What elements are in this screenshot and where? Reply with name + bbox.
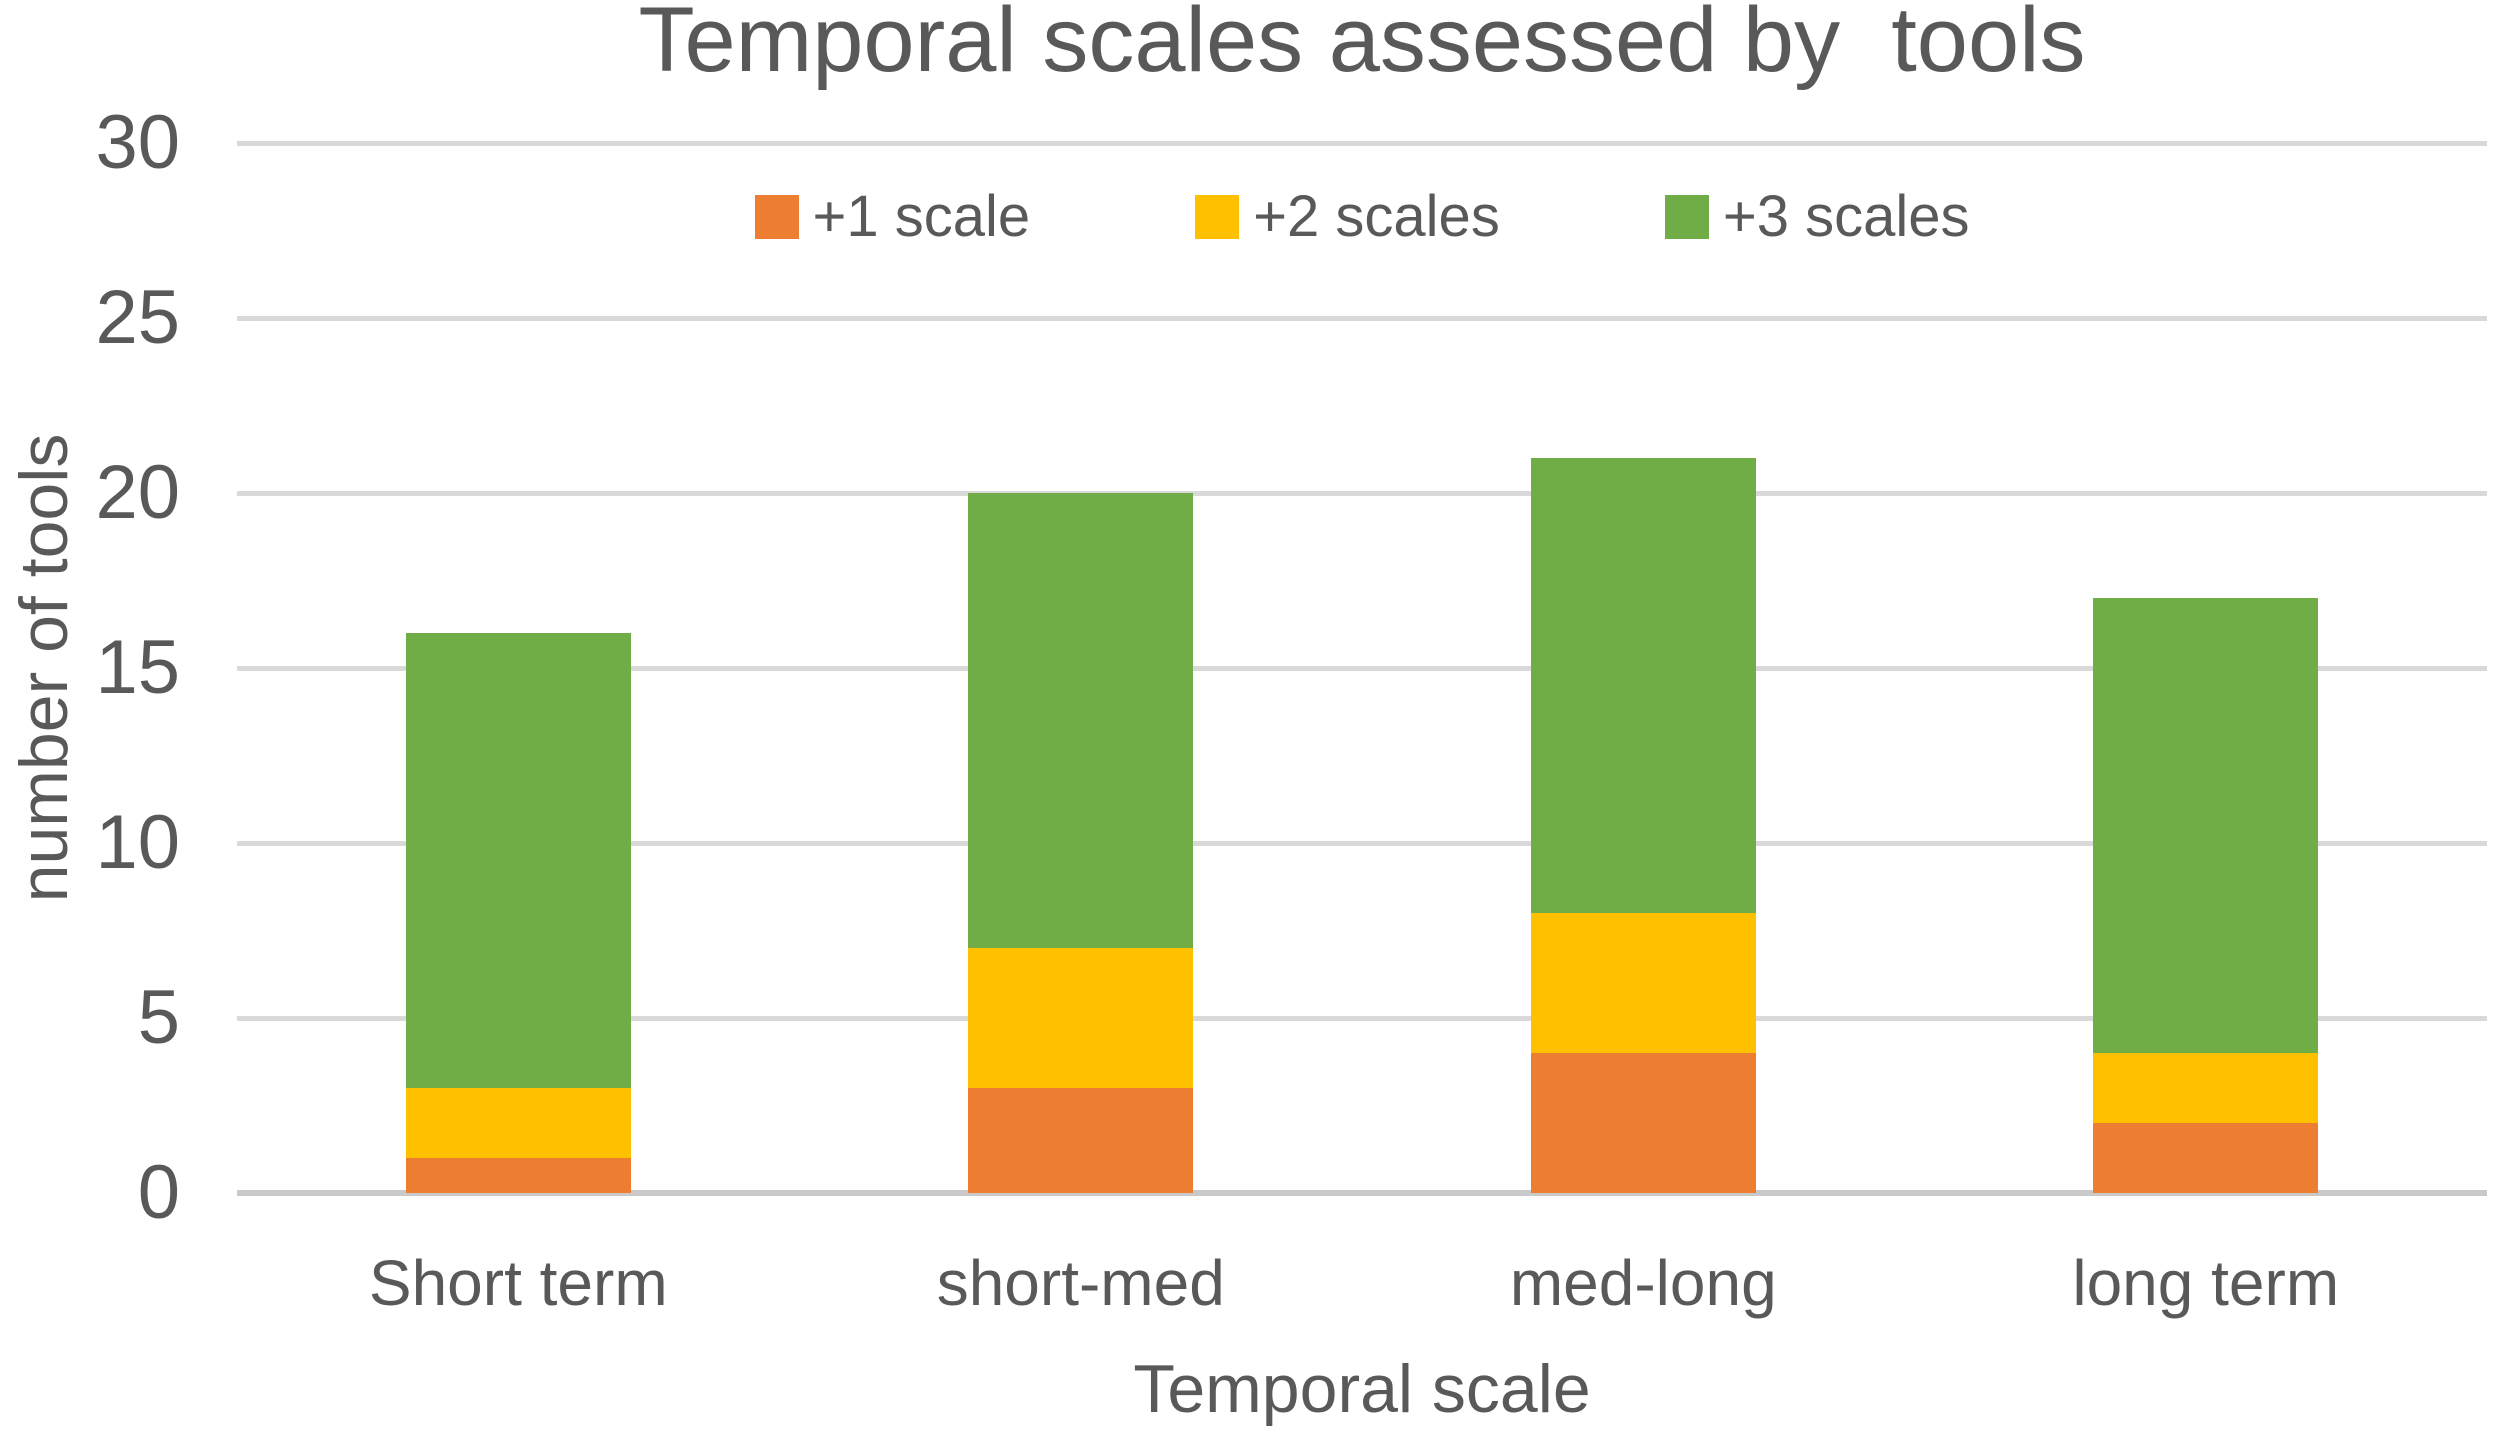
gridline-15: [237, 666, 2487, 671]
y-tick-label-30: 30: [95, 100, 180, 185]
gridline-30: [237, 141, 2487, 146]
y-tick-label-10: 10: [95, 800, 180, 885]
y-axis-title: number of tools: [6, 433, 82, 903]
stacked-bar-short-med: [968, 493, 1194, 1193]
gridline-10: [237, 841, 2487, 846]
legend-label: +1 scale: [812, 184, 1031, 249]
x-tick-label-long-term: long term: [2072, 1247, 2340, 1319]
gridline-25: [237, 316, 2487, 321]
bar-segment-+2-scales: [968, 948, 1194, 1088]
legend: +1 scale +2 scales +3 scales: [237, 183, 2487, 250]
legend-label: +3 scales: [1722, 184, 1970, 249]
stacked-bar-med-long: [1530, 458, 1756, 1193]
plot-area: [237, 141, 2487, 1196]
bar-group-short-term: [237, 143, 800, 1193]
y-tick-label-25: 25: [95, 275, 180, 360]
chart-title: Temporal scales assessed by tools: [638, 0, 2086, 91]
bar-segment-+3-scales: [1530, 458, 1756, 913]
bar-segment-+1-scale: [1530, 1053, 1756, 1193]
bar-segment-+2-scales: [1530, 913, 1756, 1053]
gridline-5: [237, 1016, 2487, 1021]
y-tick-label-5: 5: [137, 975, 180, 1060]
stacked-bar-long-term: [2093, 598, 2319, 1193]
legend-item-+1-scale: +1 scale: [754, 183, 1031, 250]
bar-segment-+1-scale: [405, 1158, 631, 1193]
bar-group-med-long: [1362, 143, 1925, 1193]
y-tick-label-15: 15: [95, 625, 180, 710]
bar-segment-+3-scales: [968, 493, 1194, 948]
legend-swatch-icon: [754, 194, 799, 239]
x-tick-label-short-term: Short term: [368, 1247, 668, 1319]
bar-group-long-term: [1925, 143, 2488, 1193]
y-axis-ticks: 0 5 10 15 20 25 30: [0, 105, 180, 1231]
bar-segment-+1-scale: [968, 1088, 1194, 1193]
legend-swatch-icon: [1195, 194, 1240, 239]
legend-item-+2-scales: +2 scales: [1195, 183, 1500, 250]
x-tick-label-short-med: short-med: [936, 1247, 1225, 1319]
stacked-bar-short-term: [405, 633, 631, 1193]
bar-segment-+3-scales: [2093, 598, 2319, 1053]
legend-item-+3-scales: +3 scales: [1664, 183, 1970, 250]
x-axis-title: Temporal scale: [1133, 1351, 1591, 1427]
bar-group-short-med: [800, 143, 1363, 1193]
bar-segment-+2-scales: [405, 1088, 631, 1158]
y-tick-label-20: 20: [95, 450, 180, 535]
x-axis-labels: Short term short-med med-long long term: [237, 1247, 2487, 1319]
bar-segment-+2-scales: [2093, 1053, 2319, 1123]
y-tick-label-0: 0: [137, 1150, 180, 1235]
gridline-20: [237, 491, 2487, 496]
bars: [237, 143, 2487, 1193]
legend-label: +2 scales: [1253, 184, 1500, 249]
gridline-0: [237, 1190, 2487, 1196]
x-tick-label-med-long: med-long: [1509, 1247, 1777, 1319]
bar-segment-+1-scale: [2093, 1123, 2319, 1193]
legend-swatch-icon: [1664, 194, 1709, 239]
bar-segment-+3-scales: [405, 633, 631, 1088]
